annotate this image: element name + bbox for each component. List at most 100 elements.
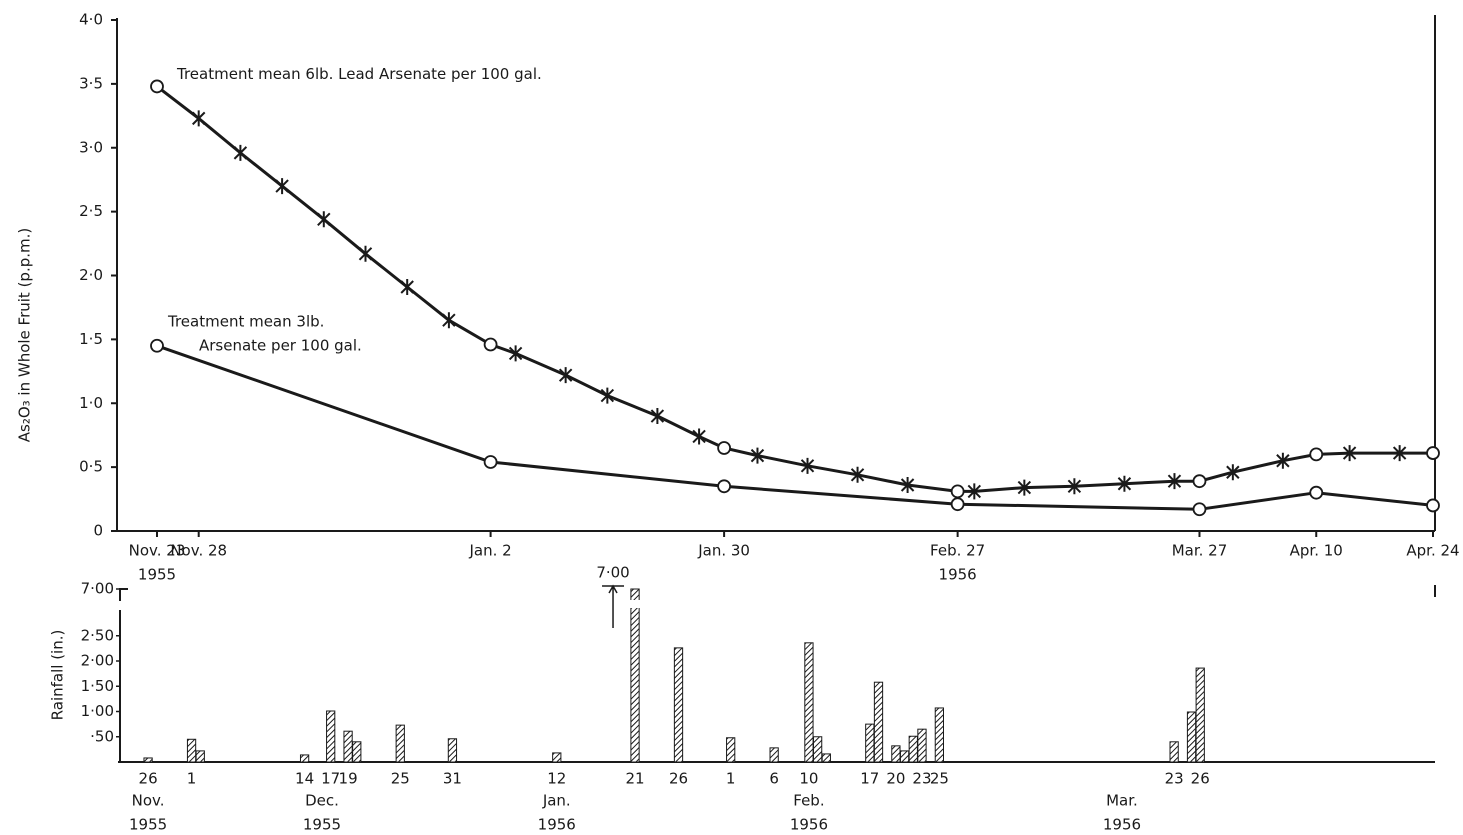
x-month-label: Jan. <box>542 792 571 810</box>
bar <box>726 737 736 763</box>
bar <box>186 738 197 763</box>
x-year-label: 1955 <box>129 816 167 834</box>
x-tick-label: 26 <box>1191 770 1210 788</box>
point-marker <box>1192 502 1207 517</box>
point-marker <box>400 278 414 295</box>
point-marker <box>750 447 765 464</box>
y-tick-label: 2·0 <box>79 266 103 284</box>
bar <box>352 741 362 763</box>
y-tick-label: 3·0 <box>79 138 103 156</box>
point-marker <box>483 455 498 469</box>
bar <box>908 735 918 763</box>
point-marker <box>358 245 373 262</box>
bar <box>326 710 336 763</box>
point-marker <box>1342 445 1357 462</box>
point-marker <box>558 367 573 384</box>
point-marker <box>900 477 915 494</box>
y-tick-label: 1·0 <box>79 394 103 412</box>
bar <box>673 647 684 763</box>
x-year-label: 1956 <box>939 566 977 584</box>
x-tick-label: 1 <box>187 770 197 788</box>
bar <box>552 752 562 763</box>
x-month-label: Mar. <box>1106 792 1138 810</box>
x-year-label: 1955 <box>138 566 176 584</box>
y-axis-label: Rainfall (in.) <box>49 630 67 721</box>
value-label: 7·00 <box>596 564 629 582</box>
point-marker <box>483 337 498 352</box>
x-tick-label: 23 <box>1165 770 1184 788</box>
x-tick-label: 20 <box>886 770 905 788</box>
bar <box>865 723 875 763</box>
series-label: Arsenate per 100 gal. <box>199 336 362 354</box>
point-marker <box>692 428 706 445</box>
y-axis-break <box>119 588 128 601</box>
y-tick-label: 0 <box>93 522 103 540</box>
x-tick-label: 21 <box>625 770 644 788</box>
point-marker <box>1276 452 1290 469</box>
bar <box>899 750 910 763</box>
point-marker <box>800 457 815 474</box>
series-line <box>156 344 1434 511</box>
bar <box>1186 711 1197 763</box>
point-marker <box>1067 478 1082 495</box>
y-tick-label: 0·5 <box>79 458 103 476</box>
x-tick-label: 1 <box>726 770 736 788</box>
value-arrow <box>602 584 625 628</box>
x-tick-label: 31 <box>443 770 462 788</box>
x-tick-label: Mar. 27 <box>1172 542 1228 560</box>
x-tick-label: 19 <box>339 770 358 788</box>
point-marker <box>850 466 865 483</box>
point-marker <box>508 345 523 362</box>
point-marker <box>150 79 164 94</box>
point-marker <box>1226 464 1240 481</box>
y-tick-label: 2·5 <box>79 202 103 220</box>
point-marker <box>600 387 615 404</box>
x-year-label: 1956 <box>538 816 576 834</box>
point-marker <box>442 312 456 329</box>
point-marker <box>275 178 289 195</box>
y-tick-label: 1·50 <box>81 677 114 695</box>
bar <box>934 707 944 763</box>
bar <box>873 681 884 763</box>
x-tick-label: 23 <box>912 770 931 788</box>
point-marker <box>1192 474 1207 489</box>
point-marker <box>1309 447 1324 462</box>
point-marker <box>317 211 331 228</box>
x-year-label: 1955 <box>303 816 341 834</box>
bar <box>395 724 405 763</box>
axis-break-gap <box>628 600 642 608</box>
x-tick-label: 14 <box>295 770 314 788</box>
point-marker <box>950 484 965 499</box>
bar <box>821 753 831 763</box>
bar <box>1169 741 1179 763</box>
x-tick-label: 10 <box>799 770 818 788</box>
bar <box>299 754 310 763</box>
bar <box>891 745 901 763</box>
x-tick-label: Jan. 30 <box>697 542 750 560</box>
x-tick-label: Nov. 23 <box>129 542 186 560</box>
series-line <box>156 85 1433 493</box>
y-tick-label: 2·00 <box>81 652 114 670</box>
x-tick-label: Apr. 10 <box>1290 542 1343 560</box>
point-marker <box>717 479 732 494</box>
x-month-label: Nov. <box>132 792 165 810</box>
series-label: Treatment mean 6lb. Lead Arsenate per 10… <box>176 65 542 83</box>
x-tick-label: Apr. 24 <box>1406 542 1459 560</box>
point-marker <box>967 483 982 500</box>
x-tick-label: 17 <box>860 770 879 788</box>
y-axis-label: As₂O₃ in Whole Fruit (p.p.m.) <box>16 228 34 443</box>
y-tick-label: 4·0 <box>79 11 103 29</box>
point-marker <box>1426 498 1440 513</box>
bar <box>917 728 927 763</box>
bar <box>143 757 153 763</box>
x-tick-label: 17 <box>321 770 340 788</box>
point-marker <box>233 144 248 161</box>
x-month-label: Feb. <box>793 792 824 810</box>
x-tick-label: 25 <box>391 770 410 788</box>
point-marker <box>1167 473 1182 490</box>
y-tick-label: 2·50 <box>81 626 114 644</box>
point-marker <box>950 497 965 512</box>
series-label: Treatment mean 3lb. <box>167 312 324 330</box>
